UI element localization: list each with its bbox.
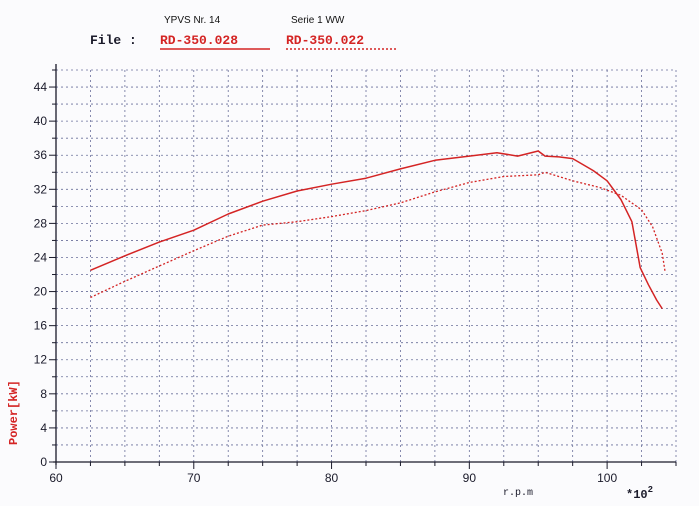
x-scale-factor: *10 bbox=[626, 488, 648, 502]
y-tick-label: 20 bbox=[34, 285, 48, 299]
tick-labels: 0 4 8 12 16 20 24 28 32 36 40 44 60 70 80 90 100 bbox=[34, 80, 618, 485]
x-tick-label: 60 bbox=[49, 471, 63, 485]
file1-name: RD-350.028 bbox=[160, 33, 238, 48]
horizontal-gridlines bbox=[56, 69, 676, 446]
y-tick-label: 4 bbox=[40, 421, 47, 435]
x-axis-label: r.p.m bbox=[503, 488, 533, 499]
y-tick-label: 36 bbox=[34, 148, 48, 162]
y-tick-label: 16 bbox=[34, 319, 48, 333]
x-tick-label: 100 bbox=[597, 471, 617, 485]
series-line-1 bbox=[90, 150, 663, 310]
x-tick-label: 70 bbox=[187, 471, 201, 485]
y-tick-label: 0 bbox=[40, 455, 47, 469]
y-tick-label: 32 bbox=[34, 182, 48, 196]
header-col2: Serie 1 WW bbox=[291, 15, 345, 26]
y-tick-label: 24 bbox=[34, 250, 48, 264]
y-tick-label: 8 bbox=[40, 387, 47, 401]
y-tick-label: 40 bbox=[34, 114, 48, 128]
x-tick-label: 80 bbox=[325, 471, 339, 485]
series-line-2 bbox=[90, 171, 666, 299]
y-tick-label: 28 bbox=[34, 216, 48, 230]
x-tick-label: 90 bbox=[463, 471, 477, 485]
y-tick-label: 44 bbox=[34, 80, 48, 94]
y-axis-label: Power[kW] bbox=[7, 380, 21, 445]
vertical-gridlines bbox=[90, 70, 677, 462]
series-lines bbox=[90, 150, 666, 310]
x-scale-label: *102 bbox=[626, 485, 653, 502]
file2-name: RD-350.022 bbox=[286, 33, 364, 48]
header-col1: YPVS Nr. 14 bbox=[164, 15, 221, 26]
file-label: File : bbox=[90, 33, 137, 48]
x-scale-exponent: 2 bbox=[648, 485, 653, 495]
axes bbox=[49, 64, 677, 469]
y-tick-label: 12 bbox=[34, 353, 48, 367]
